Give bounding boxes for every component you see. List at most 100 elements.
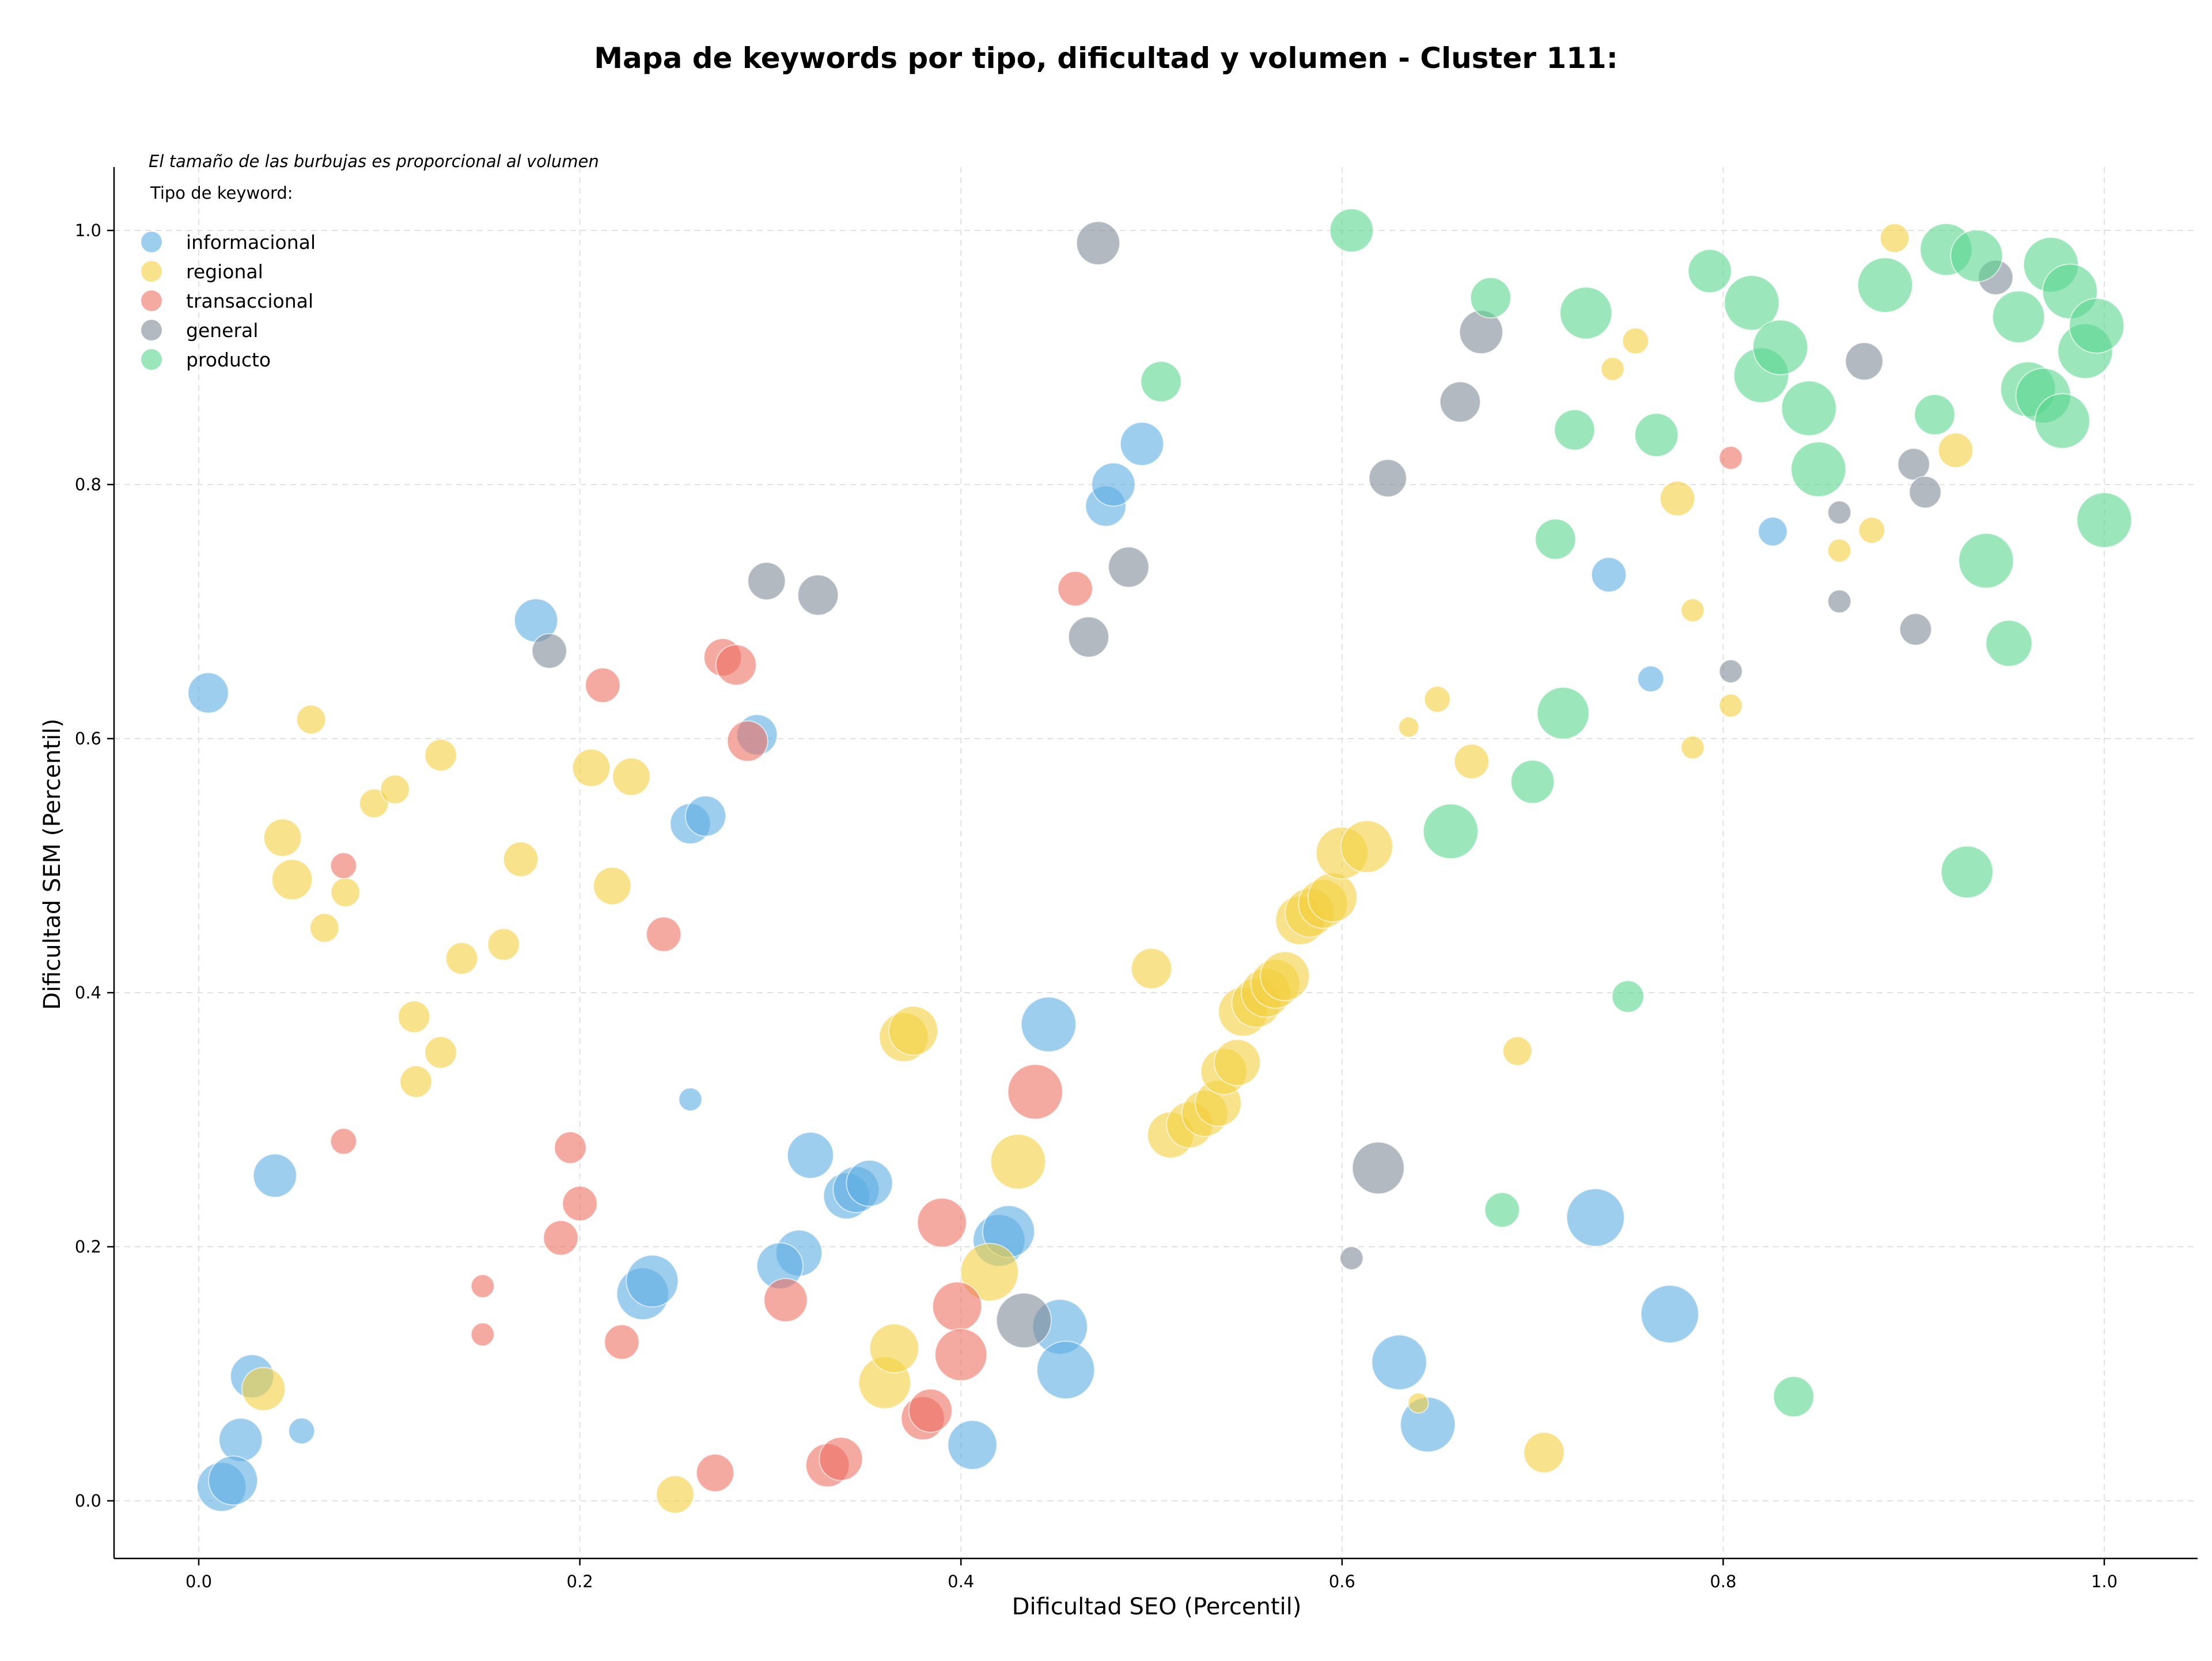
x-tick-label: 0.6 [1329, 1572, 1355, 1591]
bubble-regional [1398, 716, 1420, 738]
bubble-regional [1827, 538, 1852, 563]
bubble-producto [2076, 492, 2133, 548]
legend-label-producto: producto [186, 349, 271, 371]
bubble-general [1075, 221, 1120, 266]
bubble-regional [593, 867, 632, 906]
legend: informacional regional transaccional genera… [141, 231, 316, 371]
bubble-transaccional [916, 1197, 967, 1248]
bubble-transaccional [715, 644, 757, 686]
bubble-producto [1140, 361, 1182, 403]
bubble-producto [1469, 277, 1512, 319]
bubble-producto [1724, 275, 1780, 331]
bubble-producto [1772, 1376, 1815, 1418]
bubble-transaccional [329, 1127, 357, 1155]
bubble-regional [1307, 872, 1358, 923]
bubble-informacional [678, 1087, 703, 1112]
bubble-transaccional [726, 720, 768, 762]
y-tick-label: 0.6 [75, 729, 101, 748]
bubble-general [995, 1292, 1052, 1349]
bubble-producto [1857, 257, 1914, 313]
bubble-transaccional [646, 916, 682, 952]
bubble-informacional [1020, 996, 1077, 1053]
legend-marker-transaccional [141, 290, 162, 311]
bubbles [187, 208, 2133, 1514]
bubble-producto [1329, 208, 1374, 253]
bubble-general [1439, 381, 1481, 423]
bubble-regional [359, 788, 389, 819]
x-tick-label: 0.0 [185, 1572, 212, 1591]
bubble-informacional [252, 1153, 297, 1198]
bubble-regional [399, 1065, 433, 1098]
bubble-producto [1559, 286, 1613, 340]
bubble-transaccional [543, 1220, 579, 1256]
bubble-producto [1790, 441, 1847, 498]
x-tick-label: 0.2 [567, 1572, 593, 1591]
bubble-regional [1937, 432, 1974, 468]
bubble-general [1908, 475, 1942, 509]
bubble-producto [1687, 249, 1732, 294]
bubble-informacional [187, 672, 229, 714]
bubble-transaccional [1007, 1064, 1063, 1120]
bubble-informacional [1637, 665, 1665, 693]
bubble-regional [445, 941, 479, 975]
y-ticks: 0.0 0.2 0.4 0.6 0.8 1.0 [75, 221, 114, 1511]
x-tick-label: 1.0 [2091, 1572, 2118, 1591]
bubble-informacional [846, 1159, 893, 1207]
bubble-general [747, 562, 786, 601]
bubble-regional [869, 1323, 919, 1374]
bubble-transaccional [470, 1274, 495, 1299]
bubble-informacional [1119, 421, 1164, 466]
bubble-transaccional [819, 1436, 863, 1481]
bubble-general [1368, 459, 1407, 498]
bubble-informacional [1566, 1188, 1625, 1247]
bubble-regional [656, 1475, 695, 1514]
bubble-general [1351, 1141, 1405, 1195]
bubble-informacional [218, 1417, 263, 1462]
x-tick-label: 0.4 [948, 1572, 974, 1591]
bubble-general [1067, 616, 1109, 658]
bubble-transaccional [1718, 445, 1743, 470]
y-tick-label: 0.2 [75, 1237, 101, 1257]
bubble-producto [1634, 413, 1679, 457]
y-axis-label: Dificultad SEM (Percentil) [39, 718, 66, 1010]
bubble-transaccional [329, 852, 357, 879]
bubble-general [1718, 659, 1743, 684]
bubble-transaccional [562, 1186, 598, 1222]
bubble-transaccional [585, 667, 621, 703]
bubble-producto [1940, 845, 1994, 899]
bubble-general [1827, 500, 1852, 525]
bubble-producto [1985, 619, 2033, 667]
bubble-informacional [947, 1420, 998, 1470]
size-note: El tamaño de las burbujas es proporciona… [149, 152, 599, 171]
bubble-regional [1622, 327, 1649, 355]
legend-marker-producto [141, 349, 162, 370]
bubble-informacional [1640, 1284, 1699, 1344]
legend-title: Tipo de keyword: [150, 183, 293, 203]
bubble-regional [1680, 735, 1705, 760]
legend-label-informacional: informacional [186, 231, 316, 253]
bubble-regional [1718, 693, 1743, 718]
axes [113, 167, 2198, 1560]
bubble-transaccional [470, 1322, 495, 1347]
bubble-regional [380, 774, 410, 805]
bubble-regional [1523, 1432, 1565, 1474]
bubble-regional [1407, 1392, 1429, 1414]
bubble-producto [1554, 409, 1596, 451]
bubble-informacional [208, 1455, 259, 1506]
bubble-regional [1502, 1036, 1533, 1066]
legend-label-regional: regional [186, 260, 263, 283]
bubble-informacional [1091, 462, 1136, 507]
y-tick-label: 0.8 [75, 475, 101, 494]
grid [114, 167, 2198, 1558]
bubble-producto [1535, 518, 1577, 560]
bubble-regional [309, 913, 340, 943]
bubble-producto [2034, 393, 2090, 449]
bubble-producto [1958, 532, 2014, 589]
bubble-regional [990, 1133, 1046, 1190]
bubble-general [531, 633, 567, 669]
bubble-transaccional [604, 1324, 640, 1360]
bubble-general [797, 574, 839, 616]
bubble-regional [1660, 480, 1696, 517]
bubble-regional [1880, 223, 1910, 253]
